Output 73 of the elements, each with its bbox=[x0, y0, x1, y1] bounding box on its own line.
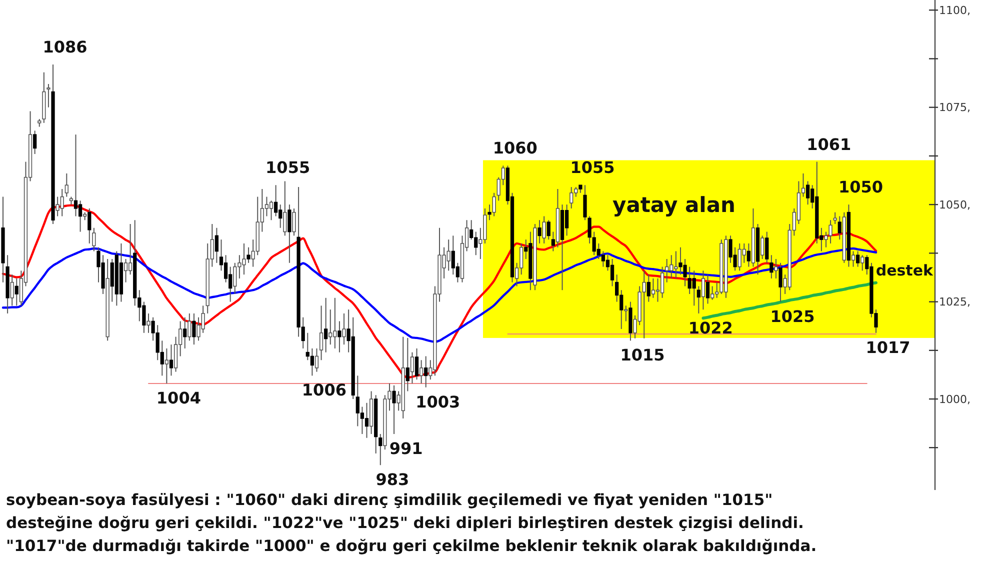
candlestick bbox=[710, 286, 714, 300]
annotation: 1055 bbox=[266, 158, 310, 178]
text: desteğine doğru geri çekildi. "1022"ve "1025" deki dipleri birleştiren destek çizgisi delindi. bbox=[6, 514, 804, 532]
candlestick bbox=[78, 200, 82, 232]
candlestick bbox=[851, 250, 856, 268]
candlestick bbox=[806, 180, 810, 206]
candlestick bbox=[328, 309, 332, 346]
candlestick bbox=[660, 266, 664, 298]
annotation: 1060 bbox=[492, 138, 538, 158]
candlestick bbox=[706, 274, 710, 304]
candlestick bbox=[420, 360, 424, 384]
series-label: destek bbox=[876, 262, 934, 280]
candlestick bbox=[742, 242, 746, 264]
annotation: 1050 bbox=[838, 178, 883, 197]
candlestick bbox=[583, 184, 587, 221]
candlestick bbox=[269, 200, 274, 221]
candlestick bbox=[665, 258, 669, 283]
candlestick bbox=[124, 258, 128, 283]
candlestick bbox=[233, 262, 237, 294]
candlestick bbox=[214, 227, 219, 264]
band-label: yatay alan bbox=[612, 193, 736, 218]
annotation: 1022 bbox=[688, 318, 733, 338]
text: "1017"de durmadığı takirde "1000" e doğru geri çekilme beklenir teknik olarak bakıldığında. bbox=[6, 537, 817, 555]
candlestick bbox=[692, 270, 696, 306]
candlestick bbox=[169, 344, 174, 376]
candlestick bbox=[364, 402, 369, 438]
candlestick bbox=[164, 348, 168, 384]
candlestick bbox=[60, 188, 64, 217]
candlestick bbox=[74, 134, 78, 217]
candlestick bbox=[410, 352, 414, 384]
candlestick bbox=[188, 312, 192, 342]
candlestick bbox=[570, 186, 574, 209]
annotation: 1055 bbox=[570, 158, 615, 178]
candlestick bbox=[624, 305, 628, 322]
candlestick bbox=[860, 254, 864, 272]
candlestick bbox=[542, 216, 546, 244]
text: soybean-soya fasülyesi : "1060" daki direnç şimdilik geçilemedi ve fiyat yeniden "1015" bbox=[6, 491, 773, 509]
y-tick-label: 1025, bbox=[939, 296, 970, 309]
annotation: 1015 bbox=[620, 346, 665, 365]
y-tick-label: 1050, bbox=[939, 198, 970, 212]
annotation: 1003 bbox=[416, 392, 460, 412]
candlestick bbox=[701, 270, 706, 310]
y-tick-label: 1000, bbox=[939, 392, 970, 406]
candlestick bbox=[642, 270, 646, 339]
annotation: 1017 bbox=[866, 338, 910, 357]
candlestick bbox=[319, 305, 324, 361]
candlestick bbox=[546, 220, 550, 240]
candlestick bbox=[46, 84, 50, 108]
candlestick bbox=[292, 208, 296, 236]
annotation: 1086 bbox=[42, 38, 88, 57]
candlestick bbox=[414, 348, 419, 380]
y-tick-label: 1075, bbox=[939, 101, 970, 114]
candlestick bbox=[760, 235, 764, 260]
candlestick bbox=[774, 258, 778, 279]
candlestick bbox=[64, 172, 68, 198]
candlestick bbox=[314, 348, 319, 372]
annotation: 1004 bbox=[156, 388, 201, 408]
annotation: 1061 bbox=[806, 134, 852, 154]
candlestick bbox=[492, 192, 496, 217]
y-tick-label: 1100, bbox=[939, 4, 970, 17]
candlestick bbox=[610, 258, 614, 287]
candlestick bbox=[342, 312, 346, 346]
candlestick bbox=[146, 312, 150, 334]
annotation: 991 bbox=[389, 439, 423, 458]
candlestick bbox=[833, 212, 837, 224]
candlestick bbox=[283, 180, 287, 236]
candlestick bbox=[651, 278, 656, 298]
line-series bbox=[2, 247, 878, 343]
annotation: 983 bbox=[376, 470, 410, 490]
candlestick bbox=[10, 274, 14, 306]
annotation: 1025 bbox=[770, 306, 815, 326]
candlestick bbox=[92, 227, 96, 252]
annotation: 1006 bbox=[302, 380, 346, 400]
